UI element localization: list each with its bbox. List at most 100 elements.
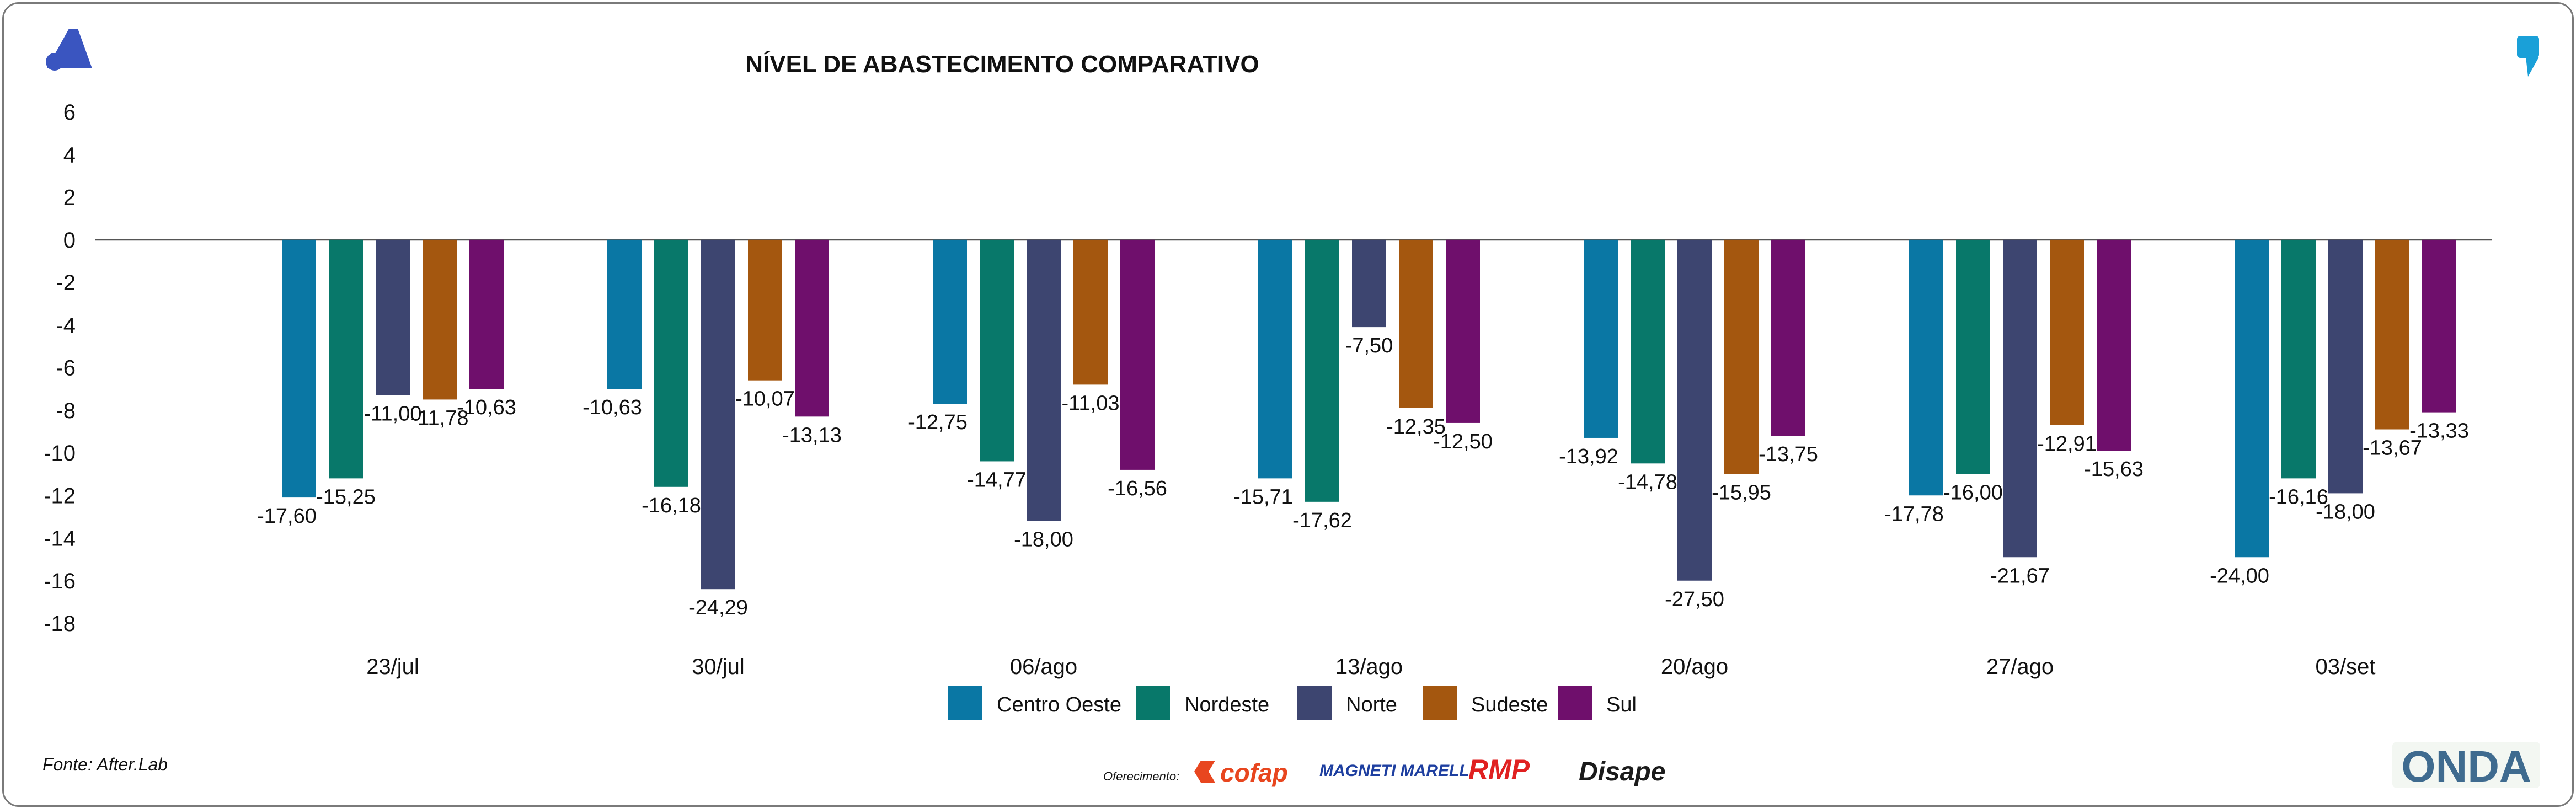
- x-tick-label: 13/ago: [1335, 655, 1403, 679]
- bar-sudeste: [748, 239, 782, 381]
- data-label: -15,63: [2084, 458, 2144, 481]
- x-tick-label: 03/set: [2316, 655, 2376, 679]
- data-label: -16,00: [1943, 481, 2003, 505]
- y-tick-label: -6: [56, 356, 76, 381]
- legend-item-sul: Sul: [1558, 686, 1637, 720]
- bar-nordeste: [2281, 239, 2316, 479]
- data-label: -21,67: [1990, 564, 2050, 587]
- bar-sudeste: [2375, 239, 2409, 430]
- legend-item-nordeste: Nordeste: [1136, 686, 1269, 720]
- legend-swatch: [948, 686, 982, 720]
- data-label: -17,62: [1292, 509, 1352, 532]
- data-labels: -17,60-15,25-11,00-11,78-10,63 -10,63-16,…: [257, 334, 2469, 619]
- y-tick-label: -8: [56, 399, 76, 423]
- bar-nordeste: [654, 239, 688, 487]
- data-label: -18,00: [2316, 500, 2375, 523]
- brand-name: ONDA: [2401, 742, 2531, 791]
- bar-sul: [2097, 239, 2131, 451]
- y-axis: 6 4 2 0 -2 -4 -6 -8 -10 -12 -14 -16 -18: [44, 100, 76, 636]
- sponsor-caption: Oferecimento:: [1103, 769, 1179, 783]
- bar-sudeste: [423, 239, 457, 400]
- bar-centro-oeste: [1258, 239, 1292, 479]
- data-label: -16,56: [1108, 477, 1167, 500]
- onda-logo: ONDA: [2392, 742, 2540, 791]
- x-axis: 23/jul 30/jul 06/ago 13/ago 20/ago 27/ago 03/s…: [366, 655, 2375, 679]
- data-label: -13,13: [782, 424, 842, 447]
- legend-label: Nordeste: [1184, 693, 1269, 716]
- bar-centro-oeste: [282, 239, 316, 498]
- bar-sudeste: [1073, 239, 1108, 385]
- y-tick-label: 0: [63, 228, 76, 253]
- y-tick-label: 4: [63, 143, 76, 167]
- bar-norte: [1352, 239, 1386, 328]
- sponsor-logo-cofap: cofap: [1194, 758, 1288, 787]
- data-label: -11,00: [364, 403, 422, 426]
- bar-centro-oeste: [607, 239, 642, 389]
- brand-logo-icon: [46, 29, 92, 71]
- data-label: -24,00: [2210, 564, 2269, 587]
- legend: Centro Oeste Nordeste Norte Sudeste Sul: [948, 686, 1637, 720]
- y-tick-label: -2: [56, 271, 76, 295]
- bar-sudeste: [1724, 239, 1759, 474]
- data-label: -13,92: [1559, 445, 1618, 468]
- data-label: -13,33: [2409, 420, 2469, 443]
- y-tick-label: -14: [44, 527, 76, 551]
- sponsor-logo-magneti-marelli: MAGNETI MARELLI: [1319, 752, 1474, 790]
- y-tick-label: -10: [44, 441, 76, 465]
- y-tick-label: -12: [44, 484, 76, 508]
- y-tick-label: -18: [44, 612, 76, 636]
- bar-nordeste: [1631, 239, 1665, 464]
- data-label: -7,50: [1345, 334, 1393, 357]
- sponsor-name: MAGNETI MARELLI: [1319, 762, 1474, 780]
- legend-label: Centro Oeste: [997, 693, 1121, 716]
- bar-norte: [2328, 239, 2363, 494]
- bar-nordeste: [1305, 239, 1339, 502]
- y-tick-label: -4: [56, 313, 76, 338]
- source-note: Fonte: After.Lab: [42, 755, 168, 774]
- bar-nordeste: [329, 239, 363, 479]
- legend-item-centro-oeste: Centro Oeste: [948, 686, 1121, 720]
- bar-nordeste: [1956, 239, 1990, 474]
- data-label: -24,29: [688, 596, 748, 619]
- bar-norte: [1677, 239, 1712, 581]
- y-tick-label: 2: [63, 186, 76, 210]
- legend-swatch: [1558, 686, 1592, 720]
- x-tick-label: 30/jul: [692, 655, 745, 679]
- bar-norte: [701, 239, 735, 590]
- data-label: -14,77: [967, 468, 1027, 491]
- data-label: -12,50: [1433, 430, 1493, 453]
- data-label: -15,71: [1233, 485, 1293, 509]
- x-tick-label: 06/ago: [1010, 655, 1077, 679]
- data-label: -10,63: [582, 396, 642, 419]
- bar-sul: [1446, 239, 1480, 423]
- data-label: -12,75: [908, 411, 968, 434]
- sponsor-logo-rmp: RMP: [1468, 754, 1530, 785]
- data-label: -17,78: [1884, 502, 1944, 526]
- data-label: -15,95: [1712, 481, 1771, 505]
- x-tick-label: 27/ago: [1986, 655, 2054, 679]
- data-label: -14,78: [1618, 470, 1677, 494]
- sponsor-logo-disape: Disape: [1579, 757, 1665, 786]
- data-label: -10,07: [735, 388, 795, 411]
- chart-title: NÍVEL DE ABASTECIMENTO COMPARATIVO: [745, 50, 1259, 78]
- data-label: -15,25: [316, 485, 376, 509]
- bar-sudeste: [1399, 239, 1433, 408]
- legend-item-sudeste: Sudeste: [1423, 686, 1548, 720]
- bar-sul: [469, 239, 504, 389]
- sponsor-name: RMP: [1468, 754, 1530, 785]
- data-label: -13,75: [1759, 443, 1818, 466]
- bar-norte: [1027, 239, 1061, 521]
- legend-swatch: [1423, 686, 1457, 720]
- legend-label: Sudeste: [1471, 693, 1548, 716]
- bar-norte: [376, 239, 410, 395]
- x-tick-label: 23/jul: [366, 655, 419, 679]
- y-tick-label: -16: [44, 569, 76, 593]
- bar-sudeste: [2050, 239, 2084, 425]
- data-label: -12,91: [2037, 432, 2097, 456]
- bar-centro-oeste: [1584, 239, 1618, 438]
- data-label: -11,03: [1062, 392, 1120, 415]
- data-label: -10,63: [457, 396, 516, 419]
- y-tick-label: 6: [63, 100, 76, 125]
- bar-sul: [795, 239, 829, 417]
